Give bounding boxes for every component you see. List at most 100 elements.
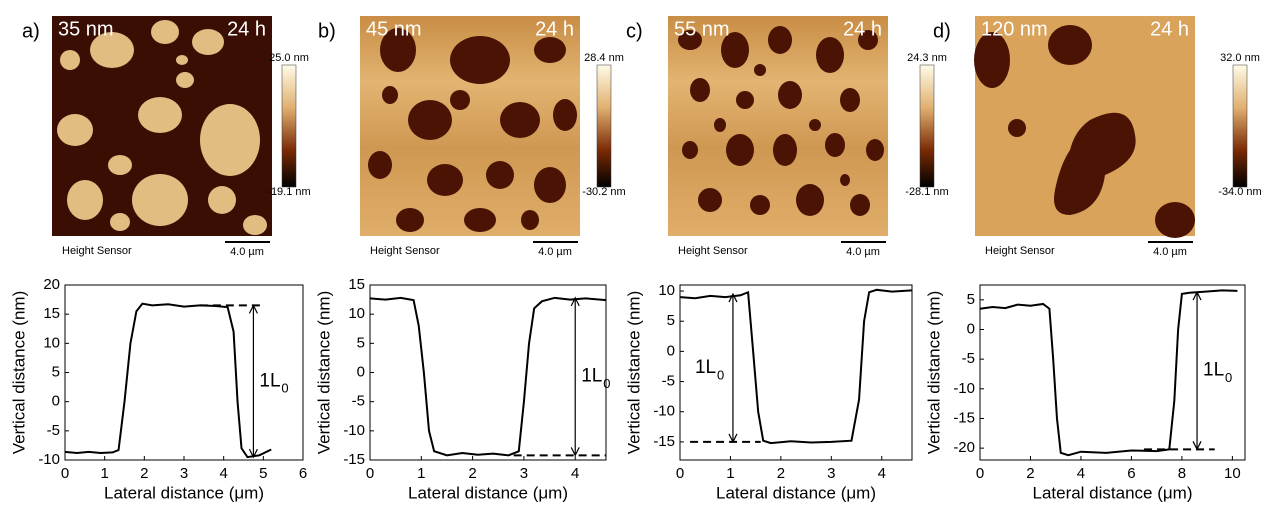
arrow-head [728,292,738,444]
annotation-sub: 0 [603,376,610,391]
annotation: 1L [695,357,716,378]
x-tick-label: 2 [1026,465,1034,482]
x-axis-label: Lateral distance (μm) [104,483,264,502]
anneal-time: 24 h [1150,18,1189,40]
y-tick-label: 10 [658,282,675,299]
colorbar-max: 32.0 nm [1220,52,1260,64]
x-tick-label: 0 [676,465,684,482]
scale-label: 4.0 µm [846,246,880,258]
annotation-sub: 0 [281,381,288,396]
y-axis-label: Vertical distance (nm) [924,291,943,454]
scale-label: 4.0 µm [538,246,572,258]
x-tick-label: 3 [827,465,835,482]
y-axis-label: Vertical distance (nm) [624,291,643,454]
arrow-head [570,296,580,457]
plot-frame [979,284,1246,461]
y-tick-label: 0 [357,363,365,380]
film-thickness: 35 nm [58,18,114,40]
colorbar-min: -28.1 nm [905,186,948,198]
film-thickness: 120 nm [981,18,1048,40]
arrow-head [1192,290,1202,451]
y-tick-label: -15 [953,409,975,426]
x-tick-label: 4 [878,465,886,482]
x-axis-label: Lateral distance (μm) [716,483,876,502]
anneal-time: 24 h [535,18,574,40]
x-tick-label: 0 [976,465,984,482]
plot-frame [369,284,607,461]
plot-frame [679,284,913,461]
y-tick-label: -10 [343,422,365,439]
x-tick-label: 4 [1077,465,1085,482]
y-tick-label: 15 [348,276,365,293]
arrow-head [248,304,258,459]
y-tick-label: -5 [352,393,365,410]
x-tick-label: 1 [417,465,425,482]
x-tick-label: 3 [180,465,188,482]
y-tick-label: -15 [343,451,365,468]
film-thickness: 55 nm [674,18,730,40]
x-tick-label: 6 [299,465,307,482]
x-tick-label: 2 [777,465,785,482]
anneal-time: 24 h [227,18,266,40]
x-tick-label: 3 [520,465,528,482]
colorbar [1232,64,1248,188]
y-tick-label: -10 [653,403,675,420]
colorbar-max: 24.3 nm [907,52,947,64]
y-tick-label: 10 [348,305,365,322]
annotation: 1L [581,366,602,387]
y-tick-label: 0 [52,393,60,410]
x-tick-label: 6 [1127,465,1135,482]
colorbar-max: 28.4 nm [584,52,624,64]
y-tick-label: -5 [962,350,975,367]
panel-label: c) [626,20,643,42]
anneal-time: 24 h [843,18,882,40]
panel-label: b) [318,20,336,42]
annotation-sub: 0 [1225,370,1232,385]
y-tick-label: -20 [953,439,975,456]
profile-line [369,296,607,457]
x-tick-label: 1 [100,465,108,482]
panel-label: a) [22,20,40,42]
x-axis-label: Lateral distance (μm) [408,483,568,502]
x-tick-label: 8 [1178,465,1186,482]
y-tick-label: 0 [967,320,975,337]
film-thickness: 45 nm [366,18,422,40]
y-tick-label: 15 [43,305,60,322]
scale-label: 4.0 µm [230,246,264,258]
y-tick-label: -15 [653,433,675,450]
profile-line [64,302,272,459]
y-tick-label: 0 [667,342,675,359]
y-tick-label: 20 [43,276,60,293]
annotation-sub: 0 [717,367,724,382]
colorbar [919,64,935,188]
y-tick-label: 5 [357,334,365,351]
panel-label: d) [933,20,951,42]
x-tick-label: 5 [259,465,267,482]
x-tick-label: 0 [61,465,69,482]
x-axis-label: Lateral distance (μm) [1032,483,1192,502]
x-tick-label: 2 [468,465,476,482]
colorbar-min: -19.1 nm [267,186,310,198]
x-tick-label: 4 [571,465,579,482]
y-tick-label: 5 [52,363,60,380]
y-tick-label: 5 [667,312,675,329]
annotation: 1L [1203,360,1224,381]
y-axis-label: Vertical distance (nm) [314,291,333,454]
y-tick-label: -10 [953,380,975,397]
profile-line [979,289,1238,457]
x-tick-label: 0 [366,465,374,482]
sensor-label: Height Sensor [985,245,1055,257]
y-tick-label: 5 [967,291,975,308]
colorbar-max: 25.0 nm [269,52,309,64]
afm-image [52,16,1195,238]
sensor-label: Height Sensor [62,245,132,257]
y-tick-label: -5 [47,422,60,439]
colorbar-min: -34.0 nm [1218,186,1261,198]
colorbar [281,64,297,188]
sensor-label: Height Sensor [678,245,748,257]
x-tick-label: 4 [219,465,227,482]
y-axis-label: Vertical distance (nm) [9,291,28,454]
x-tick-label: 10 [1224,465,1241,482]
y-tick-label: 10 [43,334,60,351]
